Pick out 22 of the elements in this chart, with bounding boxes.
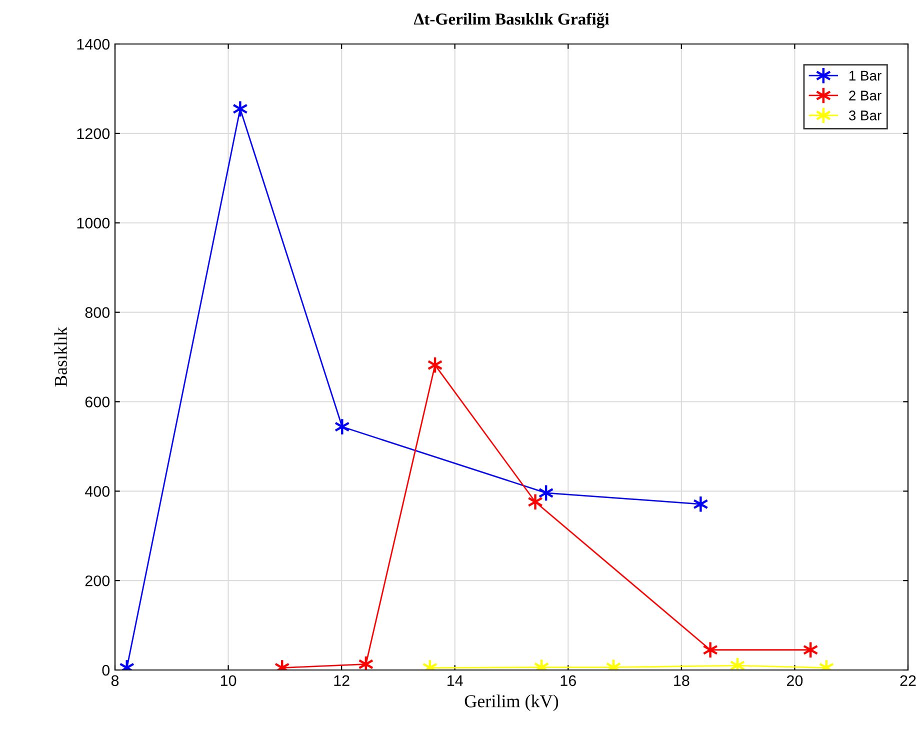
y-tick-label: 200 xyxy=(85,575,110,586)
y-tick-label: 1400 xyxy=(77,38,110,50)
x-tick-label: 14 xyxy=(448,675,463,686)
x-axis-title: Gerilim (kV) xyxy=(464,694,558,712)
y-tick-label: 1200 xyxy=(77,128,110,140)
legend-label: 3 Bar xyxy=(848,110,882,120)
x-tick-label: 12 xyxy=(334,675,350,686)
chart-title: Δt-Gerilim Basıklık Grafiği xyxy=(414,12,610,28)
x-tick-label: 16 xyxy=(560,675,576,686)
y-tick-label: 1000 xyxy=(77,218,110,229)
legend-label: 2 Bar xyxy=(849,90,882,100)
x-tick-label: 22 xyxy=(900,675,916,686)
x-tick-label: 20 xyxy=(786,675,803,686)
x-tick-label: 10 xyxy=(220,675,236,686)
y-tick-label: 0 xyxy=(102,664,110,676)
legend-label: 1 Bar xyxy=(849,70,882,81)
y-tick-label: 400 xyxy=(85,486,110,497)
x-tick-label: 18 xyxy=(674,675,690,686)
y-tick-label: 600 xyxy=(85,396,110,408)
x-tick-label: 8 xyxy=(111,675,119,686)
y-axis-title: Basıklık xyxy=(54,326,67,387)
y-tick-label: 800 xyxy=(85,307,110,318)
